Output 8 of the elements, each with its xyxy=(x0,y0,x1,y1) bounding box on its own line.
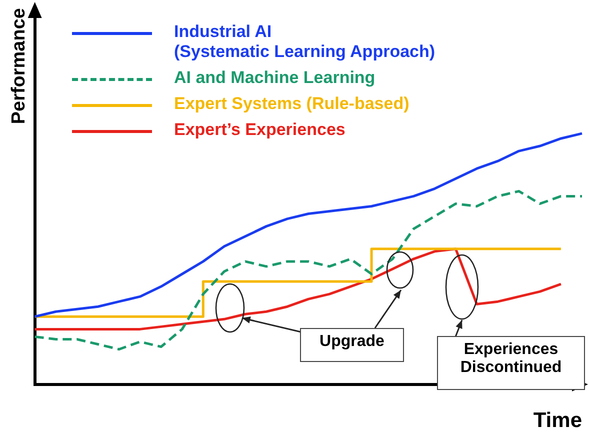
legend-label: Industrial AI (Systematic Learning Approach) xyxy=(174,22,436,62)
legend-label: Expert’s Experiences xyxy=(174,120,346,140)
annotation: Experiences Discontinued xyxy=(437,336,585,390)
annotation: Upgrade xyxy=(300,328,404,362)
legend-label: AI and Machine Learning xyxy=(174,68,376,88)
x-axis-title: Time xyxy=(533,409,582,432)
legend-label: Expert Systems (Rule-based) xyxy=(174,94,410,114)
y-axis-title: Performance xyxy=(8,8,30,124)
